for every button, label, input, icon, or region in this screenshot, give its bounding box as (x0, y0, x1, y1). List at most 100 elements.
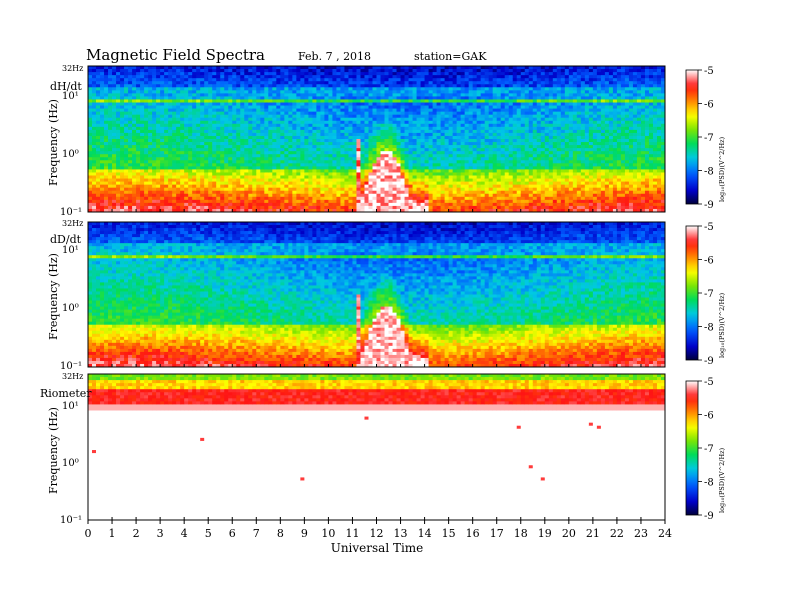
spectrogram-cell (220, 151, 224, 154)
spectrogram-cell (236, 78, 240, 81)
spectrogram-cell (204, 172, 208, 175)
spectrogram-cell (248, 206, 252, 209)
spectrogram-cell (200, 96, 204, 99)
spectrogram-cell (160, 191, 164, 194)
spectrogram-cell (252, 166, 256, 169)
spectrogram-cell (172, 136, 176, 139)
spectrogram-cell (92, 124, 96, 127)
spectrogram-cell (212, 118, 216, 121)
spectrogram-cell (136, 172, 140, 175)
spectrogram-cell (132, 87, 136, 90)
spectrogram-cell (160, 75, 164, 78)
spectrogram-cell (248, 112, 252, 115)
spectrogram-cell (144, 179, 148, 182)
spectrogram-cell (168, 206, 172, 209)
spectrogram-cell (244, 81, 248, 84)
spectrogram-cell (252, 179, 256, 182)
spectrogram-cell (172, 154, 176, 157)
spectrogram-cell (128, 163, 132, 166)
spectrogram-cell (212, 154, 216, 157)
spectrogram-cell (188, 148, 192, 151)
spectrogram-cell (220, 90, 224, 93)
spectrogram-cell (124, 157, 128, 160)
spectrogram-cell (208, 182, 212, 185)
spectrogram-cell (252, 90, 256, 93)
spectrogram-cell (96, 66, 100, 69)
spectrogram-cell (172, 191, 176, 194)
spectrogram-cell (244, 103, 248, 106)
spectrogram-cell (180, 121, 184, 124)
spectrogram-cell (120, 72, 124, 75)
spectrogram-cell (224, 127, 228, 130)
spectrogram-cell (172, 115, 176, 118)
spectrogram-cell (124, 163, 128, 166)
spectrogram-cell (248, 103, 252, 106)
spectrogram-cell (160, 115, 164, 118)
spectrogram-cell (112, 96, 116, 99)
spectrogram-cell (220, 99, 224, 102)
spectrogram-cell (168, 148, 172, 151)
spectrogram-cell (152, 151, 156, 154)
spectrogram-cell (228, 66, 232, 69)
spectrogram-cell (228, 194, 232, 197)
spectrogram-cell (196, 69, 200, 72)
spectrogram-cell (248, 133, 252, 136)
spectrogram-cell (148, 154, 152, 157)
spectrogram-cell (184, 163, 188, 166)
spectrogram-cell (216, 130, 220, 133)
spectrogram-cell (184, 154, 188, 157)
spectrogram-cell (180, 206, 184, 209)
spectrogram-cell (244, 191, 248, 194)
spectrogram-cell (232, 96, 236, 99)
spectrogram-cell (96, 160, 100, 163)
spectrogram-cell (140, 172, 144, 175)
spectrogram-cell (132, 185, 136, 188)
spectrogram-cell (212, 200, 216, 203)
spectrogram-cell (224, 179, 228, 182)
panel-dh-dt: 32Hz dH/dt 10¹ 10⁰ 10⁻¹ Frequency (Hz) (47, 64, 665, 218)
spectrogram-cell (216, 133, 220, 136)
spectrogram-cell (100, 145, 104, 148)
spectrogram-cell (112, 78, 116, 81)
spectrogram-cell (136, 182, 140, 185)
spectrogram-cell (188, 169, 192, 172)
spectrogram-cell (156, 106, 160, 109)
spectrogram-cell (92, 182, 96, 185)
spectrogram-cell (120, 169, 124, 172)
spectrogram-cell (220, 182, 224, 185)
spectrogram-cell (244, 194, 248, 197)
spectrogram-cell (168, 188, 172, 191)
spectrogram-cell (168, 151, 172, 154)
spectrogram-cell (96, 169, 100, 172)
spectrogram-cell (92, 112, 96, 115)
spectrogram-cell (252, 115, 256, 118)
spectrogram-cell (232, 182, 236, 185)
spectrogram-cell (144, 130, 148, 133)
spectrogram-cell (208, 103, 212, 106)
spectrogram-cell (136, 84, 140, 87)
spectrogram-cell (240, 133, 244, 136)
spectrogram-cell (212, 163, 216, 166)
spectrogram-cell (88, 112, 92, 115)
spectrogram-cell (244, 93, 248, 96)
spectrogram-cell (128, 160, 132, 163)
spectrogram-cell (132, 203, 136, 206)
spectrogram-cell (232, 78, 236, 81)
spectrogram-cell (144, 160, 148, 163)
spectrogram-cell (160, 121, 164, 124)
spectrogram-cell (100, 115, 104, 118)
spectrogram-cell (188, 93, 192, 96)
spectrogram-cell (180, 145, 184, 148)
spectrogram-cell (204, 99, 208, 102)
spectrogram-cell (216, 160, 220, 163)
spectrogram-cell (180, 169, 184, 172)
spectrogram-cell (92, 99, 96, 102)
spectrogram-cell (144, 142, 148, 145)
spectrogram-cell (220, 72, 224, 75)
spectrogram-cell (204, 72, 208, 75)
spectrogram-cell (216, 96, 220, 99)
spectrogram-cell (244, 84, 248, 87)
spectrogram-cell (148, 75, 152, 78)
spectrogram-cell (160, 90, 164, 93)
spectrogram-cell (244, 99, 248, 102)
